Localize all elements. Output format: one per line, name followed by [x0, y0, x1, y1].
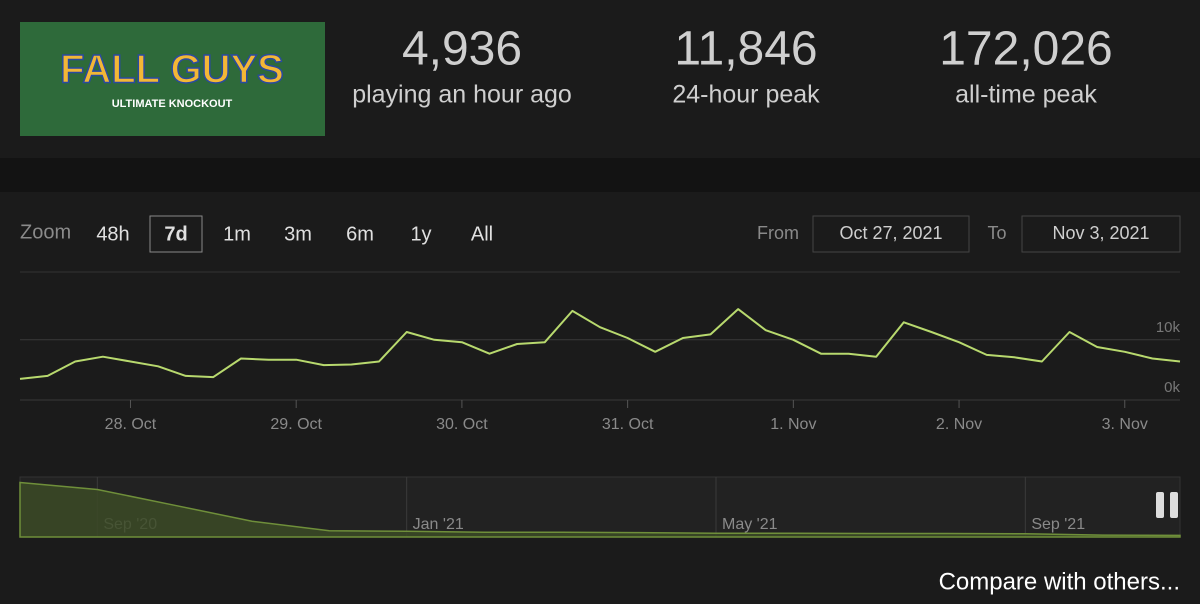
x-tick-label: 29. Oct	[270, 416, 322, 433]
divider-band	[0, 158, 1200, 192]
zoom-button[interactable]: All	[471, 223, 493, 245]
zoom-button[interactable]: 1m	[223, 223, 251, 245]
compare-link[interactable]: Compare with others...	[939, 568, 1180, 595]
to-label: To	[987, 223, 1006, 243]
to-date[interactable]: Nov 3, 2021	[1052, 223, 1149, 243]
x-tick-label: Jan '21	[413, 516, 464, 533]
stat-label: 24-hour peak	[672, 81, 820, 109]
x-tick-label: 1. Nov	[770, 416, 816, 433]
x-tick-label: 30. Oct	[436, 416, 488, 433]
zoom-button[interactable]: 7d	[164, 223, 187, 245]
from-label: From	[757, 223, 799, 243]
from-input[interactable]	[812, 215, 970, 253]
stat-label: all-time peak	[955, 81, 1097, 109]
stat-value: 172,026	[939, 23, 1113, 76]
logo-subtitle: ULTIMATE KNOCKOUT	[112, 98, 233, 110]
y-tick-label: 10k	[1156, 319, 1181, 336]
navigator-handle[interactable]	[1170, 492, 1178, 518]
zoom-button-selected[interactable]	[149, 215, 203, 253]
to-input[interactable]	[1021, 215, 1181, 253]
y-tick-label: 0k	[1164, 379, 1180, 396]
x-tick-label: Sep '21	[1031, 516, 1085, 533]
logo-title: FALL GUYS	[60, 48, 284, 92]
from-date[interactable]: Oct 27, 2021	[839, 223, 942, 243]
stat-label: playing an hour ago	[352, 81, 572, 109]
zoom-button[interactable]: 1y	[410, 223, 431, 245]
x-tick-label: 28. Oct	[105, 416, 157, 433]
x-tick-label: 2. Nov	[936, 416, 982, 433]
navigator-handle[interactable]	[1156, 492, 1164, 518]
x-tick-label: May '21	[722, 516, 778, 533]
area	[19, 481, 1181, 538]
zoom-button[interactable]: 6m	[346, 223, 374, 245]
zoom-button[interactable]: 48h	[96, 223, 129, 245]
stat-value: 11,846	[674, 23, 817, 76]
zoom-label: Zoom	[20, 221, 71, 243]
x-tick-label: 3. Nov	[1102, 416, 1148, 433]
line	[19, 308, 1181, 380]
x-tick-label: 31. Oct	[602, 416, 654, 433]
stat-value: 4,936	[402, 23, 522, 76]
logo	[20, 22, 325, 136]
zoom-button[interactable]: 3m	[284, 223, 312, 245]
